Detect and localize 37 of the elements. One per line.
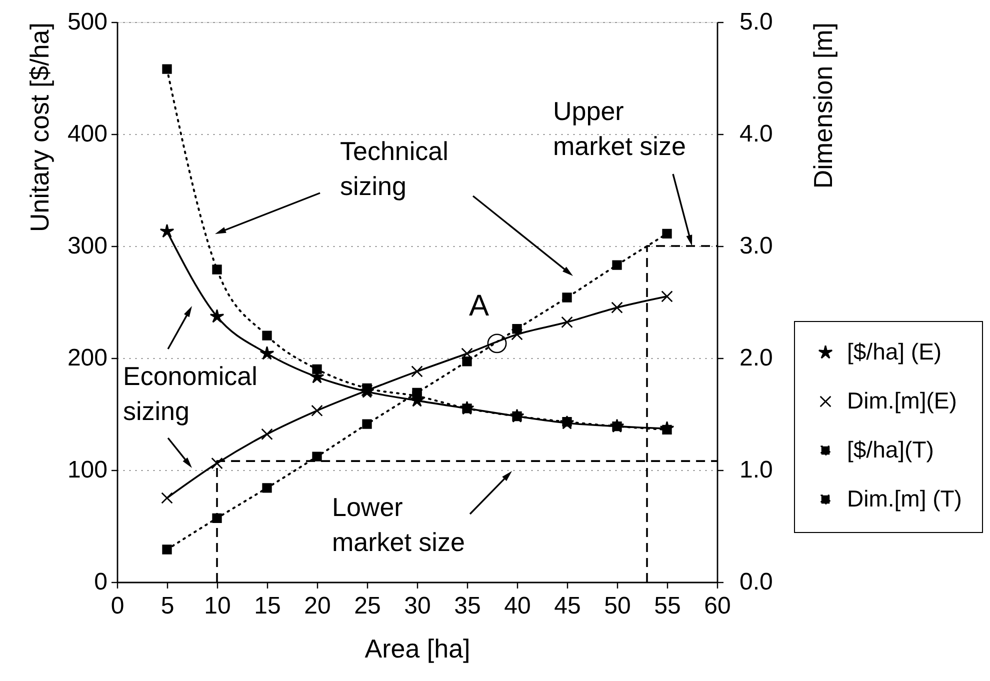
y2-tick-label: 4.0 bbox=[740, 120, 773, 148]
y-tick-label: 500 bbox=[67, 8, 108, 36]
x-tick-label: 5 bbox=[160, 592, 174, 620]
y2-axis-title: Dimension [m] bbox=[808, 22, 838, 189]
annotation: A bbox=[468, 289, 490, 322]
x-tick-label: 10 bbox=[204, 592, 231, 620]
x-axis-title: Area [ha] bbox=[364, 634, 470, 664]
x-tick-label: 0 bbox=[110, 592, 124, 620]
y2-tick-label: 0.0 bbox=[740, 568, 773, 596]
legend-label: [$/ha](T) bbox=[847, 436, 934, 462]
legend-label: Dim.[m](E) bbox=[847, 388, 957, 414]
y2-tick-label: 3.0 bbox=[740, 232, 773, 260]
y2-tick-label: 1.0 bbox=[740, 456, 773, 484]
x-tick-label: 15 bbox=[254, 592, 281, 620]
x-tick-label: 40 bbox=[504, 592, 531, 620]
annotation: Upper market size bbox=[553, 96, 686, 161]
y-tick-label: 0 bbox=[94, 568, 108, 596]
x-tick-label: 25 bbox=[354, 592, 381, 620]
legend-label: [$/ha] (E) bbox=[847, 338, 942, 364]
y-tick-label: 200 bbox=[67, 344, 108, 372]
annotation: Lower market size bbox=[332, 492, 465, 557]
y-tick-label: 400 bbox=[67, 120, 108, 148]
x-tick-label: 35 bbox=[454, 592, 481, 620]
x-tick-label: 60 bbox=[704, 592, 731, 620]
x-tick-label: 30 bbox=[404, 592, 431, 620]
x-tick-label: 45 bbox=[554, 592, 581, 620]
legend-label: Dim.[m] (T) bbox=[847, 486, 962, 512]
x-tick-label: 50 bbox=[604, 592, 631, 620]
annotation: Technical sizing bbox=[340, 136, 448, 201]
y-tick-label: 300 bbox=[67, 232, 108, 260]
annotation: Economical sizing bbox=[123, 361, 258, 426]
y2-tick-label: 2.0 bbox=[740, 344, 773, 372]
y2-tick-label: 5.0 bbox=[740, 8, 773, 36]
y-tick-label: 100 bbox=[67, 456, 108, 484]
x-tick-label: 20 bbox=[304, 592, 331, 620]
y-axis-title: Unitary cost [$/ha] bbox=[24, 22, 54, 232]
x-tick-label: 55 bbox=[654, 592, 681, 620]
